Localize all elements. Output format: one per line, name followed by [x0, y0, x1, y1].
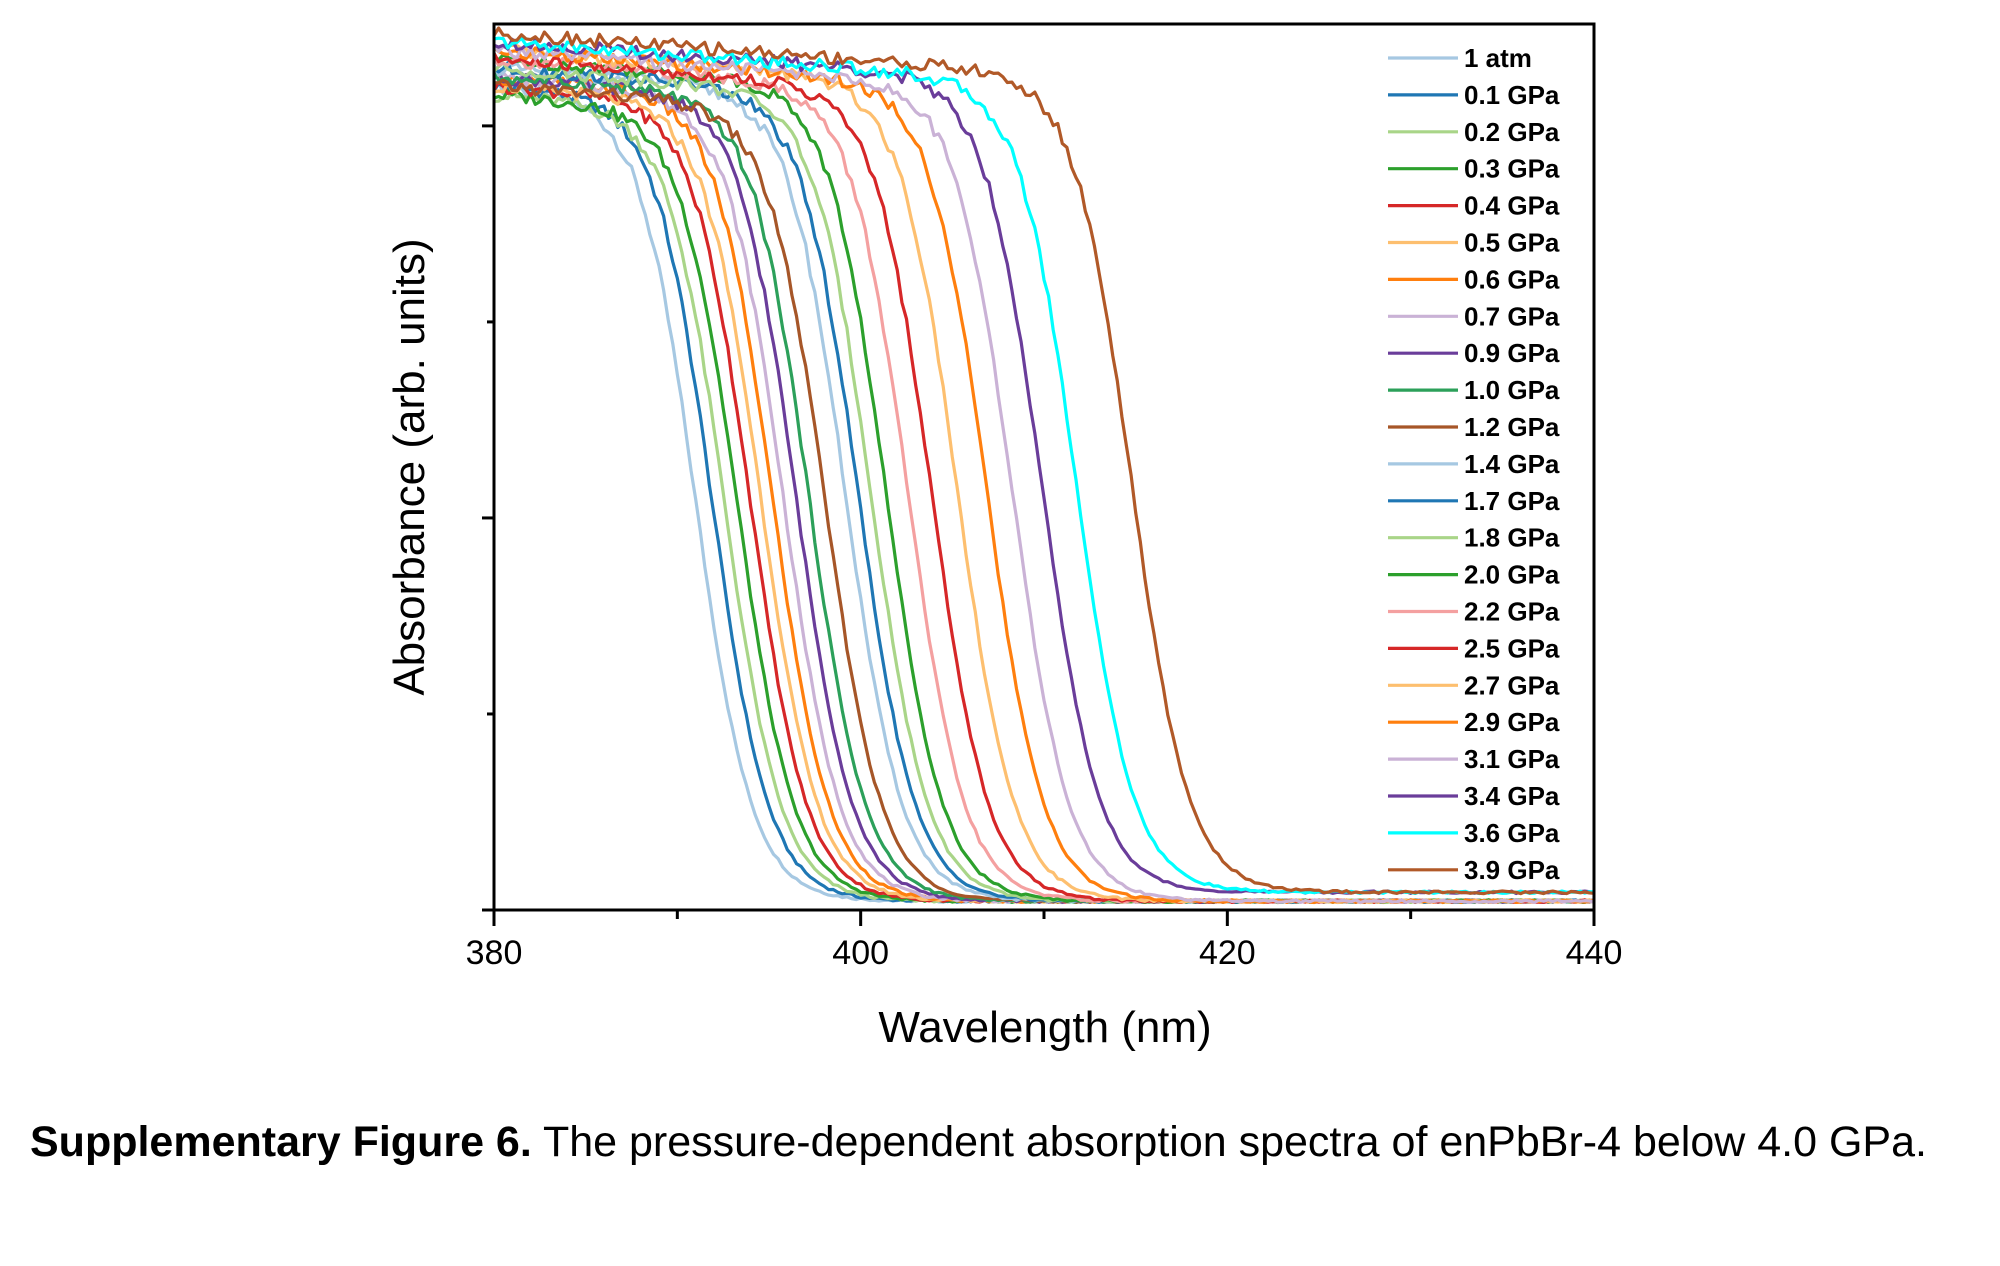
series-layer [494, 26, 1594, 905]
legend-label: 3.4 GPa [1464, 781, 1560, 811]
x-axis-label: Wavelength (nm) [878, 1003, 1211, 1052]
series-line-13 [494, 61, 1594, 905]
legend: 1 atm 0.1 GPa 0.2 GPa 0.3 GPa 0.4 GPa 0.5 GPa… [1388, 43, 1560, 885]
legend-label: 3.6 GPa [1464, 818, 1560, 848]
series-line-16 [494, 56, 1594, 905]
x-tick-label: 420 [1199, 934, 1256, 972]
legend-label: 1.4 GPa [1464, 449, 1560, 479]
legend-label: 1.2 GPa [1464, 412, 1560, 442]
series-line-17 [494, 52, 1594, 905]
legend-label: 2.9 GPa [1464, 707, 1560, 737]
series-line-14 [494, 61, 1594, 905]
legend-label: 1.7 GPa [1464, 486, 1560, 516]
series-line-23 [494, 26, 1594, 896]
figure-caption: Supplementary Figure 6. The pressure-dep… [30, 1112, 1980, 1172]
series-line-9 [494, 69, 1594, 905]
legend-label: 1 atm [1464, 43, 1532, 73]
legend-label: 3.1 GPa [1464, 744, 1560, 774]
legend-label: 1.8 GPa [1464, 523, 1560, 553]
x-tick-label: 440 [1566, 934, 1623, 972]
caption-lead: Supplementary Figure 6. [30, 1118, 532, 1166]
legend-label: 2.0 GPa [1464, 560, 1560, 590]
series-line-22 [494, 36, 1594, 896]
legend-label: 0.1 GPa [1464, 80, 1560, 110]
legend-label: 0.9 GPa [1464, 338, 1560, 368]
series-line-12 [494, 61, 1594, 905]
series-line-15 [494, 53, 1594, 905]
series-line-7 [494, 69, 1594, 905]
legend-label: 2.2 GPa [1464, 597, 1560, 627]
legend-label: 3.9 GPa [1464, 855, 1560, 885]
legend-label: 0.2 GPa [1464, 117, 1560, 147]
figure: 380 400 420 440 1 atm 0.1 GPa 0.2 GPa 0.3 GPa 0… [385, 22, 1623, 1052]
legend-label: 0.4 GPa [1464, 191, 1560, 221]
y-axis-label: Absorbance (arb. units) [385, 238, 434, 695]
x-tick-label: 400 [832, 934, 889, 972]
tick-layer: 380 400 420 440 [466, 124, 1623, 972]
legend-label: 0.5 GPa [1464, 228, 1560, 258]
legend-label: 0.7 GPa [1464, 301, 1560, 331]
caption-text: The pressure-dependent absorption spectr… [531, 1118, 1927, 1166]
absorption-chart: 380 400 420 440 1 atm 0.1 GPa 0.2 GPa 0.3 GPa 0… [385, 22, 1623, 1052]
legend-label: 2.7 GPa [1464, 670, 1560, 700]
x-tick-label: 380 [466, 934, 523, 972]
plot-frame [492, 22, 1596, 912]
legend-label: 0.6 GPa [1464, 264, 1560, 294]
legend-label: 2.5 GPa [1464, 633, 1560, 663]
legend-label: 1.0 GPa [1464, 375, 1560, 405]
legend-label: 0.3 GPa [1464, 154, 1560, 184]
